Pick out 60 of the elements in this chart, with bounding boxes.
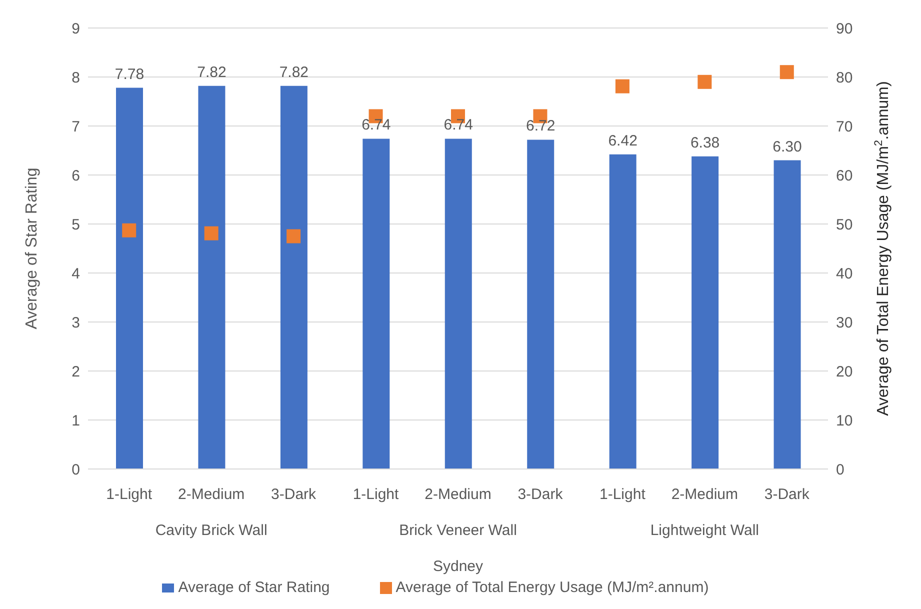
x-tick-label: 2-Medium — [424, 486, 492, 503]
x-tick-label: 1-Light — [600, 486, 646, 503]
data-label: 7.82 — [279, 64, 309, 81]
y-tick-label: 5 — [72, 216, 80, 234]
y-tick-label: 0 — [72, 461, 80, 478]
bar — [362, 138, 390, 469]
y2-tick-label: 60 — [836, 167, 853, 184]
bar — [280, 86, 308, 469]
y2-tick-label: 80 — [836, 69, 853, 86]
text: Brick Veneer Wall — [399, 522, 517, 539]
bar — [692, 156, 719, 469]
data-label: 7.78 — [114, 66, 144, 83]
data-label: 6.30 — [772, 138, 802, 156]
x-tick-label: 2-Medium — [178, 486, 245, 503]
text: Lightweight Wall — [650, 522, 760, 539]
data-label: 6.72 — [526, 118, 556, 135]
data-label: 6.74 — [362, 116, 391, 134]
text: Cavity Brick Wall — [155, 522, 268, 539]
y2-tick-label: 0 — [836, 461, 844, 478]
y2-tick-label: 50 — [836, 216, 853, 234]
bar — [774, 160, 801, 469]
x-tick-label: 3-Dark — [764, 486, 810, 503]
y-axis-title: Average of Star Rating — [24, 168, 41, 330]
y-tick-label: 6 — [72, 167, 80, 184]
y-tick-label: 2 — [72, 363, 80, 380]
x-tick-label: 1-Light — [106, 486, 153, 503]
data-label: 6.42 — [608, 132, 638, 150]
y2-tick-label: 40 — [836, 265, 853, 282]
y2-tick-label: 20 — [836, 363, 853, 380]
x-tick-label: 3-Dark — [271, 486, 317, 503]
bar — [198, 86, 226, 469]
y-tick-label: 3 — [72, 314, 80, 332]
y2-tick-label: 90 — [836, 20, 853, 38]
y-tick-label: 4 — [72, 265, 80, 282]
y-tick-label: 9 — [72, 20, 80, 38]
data-label: 6.74 — [444, 116, 473, 134]
data-label: 6.38 — [690, 134, 720, 152]
x-tick-label: 1-Light — [352, 486, 400, 503]
point — [698, 74, 712, 89]
y2-tick-label: 10 — [836, 412, 853, 430]
bar — [116, 88, 143, 469]
y-tick-label: 8 — [72, 69, 80, 86]
data-label: 7.82 — [197, 64, 226, 81]
bar — [527, 140, 554, 469]
x-tick-label: 2-Medium — [671, 486, 738, 503]
point — [204, 226, 218, 240]
y-tick-label: 7 — [72, 118, 80, 136]
legend-label: Average of Star Rating — [178, 579, 330, 596]
y2-tick-label: 70 — [836, 118, 853, 136]
x-tick-label: 3-Dark — [518, 486, 564, 503]
bar — [609, 154, 636, 469]
legend-label: Average of Total Energy Usage (MJ/m².annum) — [396, 579, 709, 596]
bar — [444, 138, 472, 469]
point — [615, 79, 630, 94]
point — [286, 229, 301, 244]
y-tick-label: 1 — [72, 412, 80, 430]
y2-tick-label: 30 — [836, 314, 853, 332]
text: Sydney — [432, 558, 484, 575]
point — [122, 223, 136, 238]
point — [780, 65, 794, 80]
